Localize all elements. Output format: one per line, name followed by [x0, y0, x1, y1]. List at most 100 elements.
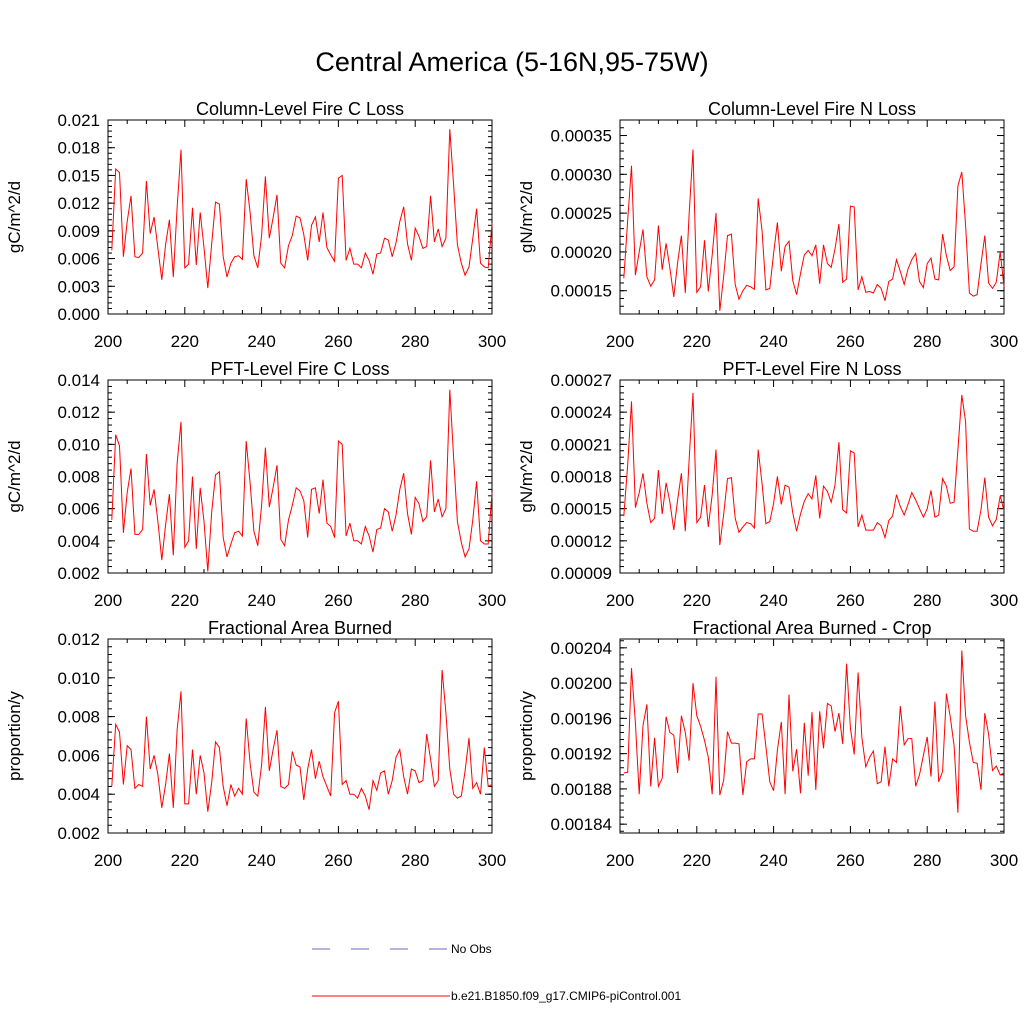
y-tick-label: 0.00018 [551, 468, 612, 487]
y-tick-label: 0.00035 [551, 127, 612, 146]
y-tick-label: 0.00027 [551, 371, 612, 390]
y-axis-label: gC/m^2/d [5, 440, 24, 512]
x-tick-label: 260 [836, 851, 864, 870]
legend-label-no-obs: No Obs [451, 942, 492, 956]
plot-frame [619, 119, 1005, 315]
y-tick-label: 0.00025 [551, 204, 612, 223]
x-tick-label: 260 [324, 591, 352, 610]
y-tick-label: 0.006 [57, 250, 100, 269]
y-tick-label: 0.00200 [551, 674, 612, 693]
series-line [111, 389, 493, 572]
x-tick-label: 260 [324, 332, 352, 351]
y-tick-label: 0.00030 [551, 165, 612, 184]
y-tick-label: 0.006 [57, 746, 100, 765]
y-tick-label: 0.010 [57, 669, 100, 688]
x-tick-label: 300 [478, 851, 506, 870]
y-tick-label: 0.00024 [551, 403, 612, 422]
plot-frame [107, 379, 493, 574]
x-tick-label: 280 [913, 591, 941, 610]
panel-6: 200 220 240 260 280 300 0.00184 0.00188 0.00192 0… [517, 618, 1018, 870]
series-line [623, 392, 1005, 546]
y-tick-label: 0.012 [57, 403, 100, 422]
x-tick-label: 220 [683, 851, 711, 870]
x-tick-label: 280 [401, 332, 429, 351]
x-tick-label: 200 [606, 851, 634, 870]
x-tick-label: 240 [759, 332, 787, 351]
x-tick-label: 240 [759, 591, 787, 610]
panel-title: Column-Level Fire C Loss [196, 99, 404, 119]
y-tick-label: 0.012 [57, 630, 100, 649]
y-tick-label: 0.015 [57, 166, 100, 185]
x-tick-label: 280 [913, 332, 941, 351]
y-axis-label: gC/m^2/d [5, 181, 24, 253]
series-line [111, 129, 493, 289]
x-tick-label: 300 [990, 332, 1018, 351]
x-tick-label: 220 [171, 851, 199, 870]
y-tick-label: 0.008 [57, 468, 100, 487]
legend-label-model: b.e21.B1850.f09_g17.CMIP6-piControl.001 [451, 989, 681, 1003]
x-tick-label: 220 [171, 591, 199, 610]
figure-title: Central America (5-16N,95-75W) [315, 47, 708, 77]
y-tick-label: 0.002 [57, 824, 100, 843]
y-tick-label: 0.00021 [551, 435, 612, 454]
plot-frame [619, 638, 1005, 834]
x-tick-label: 280 [401, 851, 429, 870]
panel-title: Column-Level Fire N Loss [708, 99, 916, 119]
x-tick-label: 300 [478, 332, 506, 351]
x-tick-label: 220 [171, 332, 199, 351]
x-tick-label: 260 [324, 851, 352, 870]
x-tick-label: 260 [836, 332, 864, 351]
y-tick-label: 0.00188 [551, 780, 612, 799]
x-tick-label: 200 [94, 332, 122, 351]
y-tick-label: 0.018 [57, 139, 100, 158]
y-axis-label: gN/m^2/d [517, 440, 536, 512]
series-line [623, 149, 1005, 311]
panel-5: 200 220 240 260 280 300 0.002 0.004 0.006 0.008 0.… [5, 618, 506, 870]
y-axis-label: gN/m^2/d [517, 181, 536, 253]
x-tick-label: 300 [990, 591, 1018, 610]
y-tick-label: 0.00009 [551, 564, 612, 583]
x-tick-label: 300 [990, 851, 1018, 870]
series-line [111, 669, 493, 812]
series-line [623, 650, 1005, 813]
y-tick-label: 0.006 [57, 500, 100, 519]
x-tick-label: 280 [913, 851, 941, 870]
x-tick-label: 300 [478, 591, 506, 610]
y-tick-label: 0.00184 [551, 815, 612, 834]
y-tick-label: 0.009 [57, 222, 100, 241]
plot-frame [107, 119, 493, 315]
y-tick-label: 0.002 [57, 564, 100, 583]
y-tick-label: 0.00015 [551, 500, 612, 519]
x-tick-label: 240 [247, 332, 275, 351]
y-tick-label: 0.00196 [551, 709, 612, 728]
y-tick-label: 0.000 [57, 305, 100, 324]
x-tick-label: 240 [759, 851, 787, 870]
plot-frame [107, 638, 493, 834]
x-tick-label: 260 [836, 591, 864, 610]
panel-title: Fractional Area Burned - Crop [692, 618, 931, 638]
y-axis-label: proportion/y [5, 691, 24, 781]
y-tick-label: 0.003 [57, 277, 100, 296]
x-tick-label: 200 [606, 332, 634, 351]
y-tick-label: 0.00012 [551, 532, 612, 551]
panel-title: PFT-Level Fire N Loss [722, 359, 901, 379]
x-tick-label: 200 [606, 591, 634, 610]
plot-frame [619, 379, 1005, 574]
x-tick-label: 200 [94, 851, 122, 870]
y-tick-label: 0.00015 [551, 282, 612, 301]
y-tick-label: 0.00204 [551, 639, 612, 658]
y-tick-label: 0.021 [57, 111, 100, 130]
chart-panels: 200 220 240 260 280 300 0.000 0.003 0.006 0.009 0.… [5, 99, 1018, 870]
panel-1: 200 220 240 260 280 300 0.000 0.003 0.006 0.009 0.… [5, 99, 506, 351]
y-axis-label: proportion/y [517, 691, 536, 781]
y-tick-label: 0.004 [57, 785, 100, 804]
x-tick-label: 220 [683, 591, 711, 610]
y-tick-label: 0.00192 [551, 745, 612, 764]
legend: No Obs b.e21.B1850.f09_g17.CMIP6-piContr… [312, 942, 681, 1003]
y-tick-label: 0.008 [57, 708, 100, 727]
y-tick-label: 0.00020 [551, 243, 612, 262]
panel-3: 200 220 240 260 280 300 0.002 0.004 0.006 0.008 0.… [5, 359, 506, 610]
y-tick-label: 0.004 [57, 532, 100, 551]
panel-4: 200 220 240 260 280 300 0.00009 0.00012 0.00015 0… [517, 359, 1018, 610]
